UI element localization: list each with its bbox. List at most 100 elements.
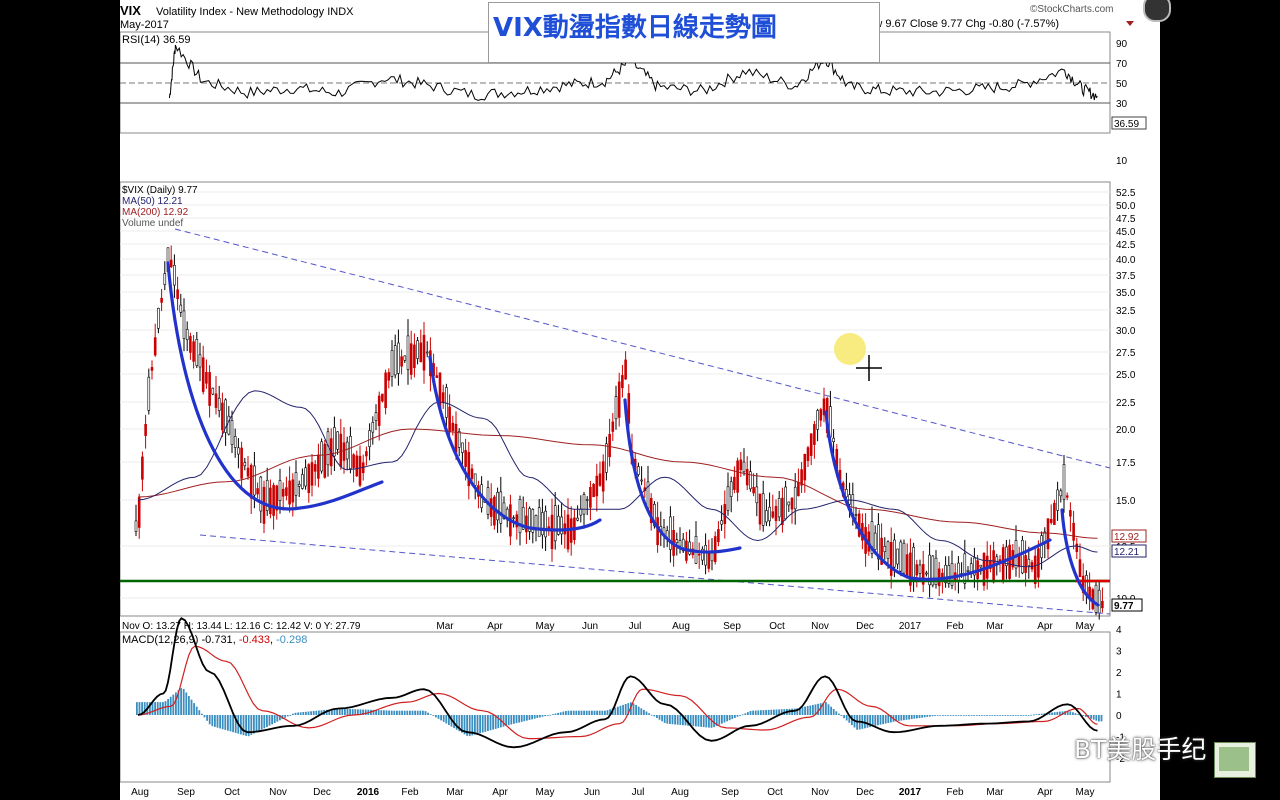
macd-histogram-bar (497, 715, 500, 729)
macd-histogram-bar (364, 709, 367, 715)
macd-histogram-bar (869, 715, 871, 728)
lower-trendline (199, 534, 1111, 615)
price-month-label: 2017 (899, 621, 922, 632)
macd-histogram-bar (136, 702, 138, 715)
price-candle-body (765, 510, 768, 523)
macd-histogram-bar (414, 710, 416, 715)
thumbnail-preview[interactable] (1214, 742, 1256, 778)
macd-histogram-bar (1074, 713, 1077, 715)
macd-histogram-bar (536, 715, 539, 718)
macd-histogram-bar (879, 715, 882, 725)
price-candle-body (409, 343, 413, 375)
drawn-trend-arc (1060, 508, 1100, 607)
price-candle-body (889, 541, 893, 576)
macd-histogram-bar (617, 706, 619, 715)
macd-label: MACD(12,26,9) -0.731, -0.433, -0.298 (122, 634, 307, 646)
price-candle-body (1021, 539, 1024, 574)
price-candle-body (611, 421, 615, 432)
price-candle-body (832, 437, 835, 443)
price-candle-body (323, 443, 327, 478)
price-candle-body (333, 427, 336, 457)
macd-histogram-bar (656, 715, 658, 718)
price-candle-body (381, 393, 384, 402)
price-candle-body (201, 357, 205, 392)
price-candle-body (979, 564, 983, 568)
macd-histogram-bar (546, 715, 549, 716)
dropdown-arrow-icon[interactable] (1126, 21, 1134, 26)
price-candle-body (470, 468, 474, 479)
macd-month-label: Aug (671, 787, 689, 798)
price-candle-body (416, 340, 419, 359)
price-candle-body (653, 503, 656, 527)
price-candle-body (448, 406, 451, 433)
upper-trendline (174, 228, 1111, 469)
price-candle-body (467, 452, 471, 487)
macd-histogram-bar (141, 702, 143, 715)
price-candle-body (918, 564, 922, 574)
macd-histogram-bar (1061, 711, 1064, 715)
macd-month-label: Nov (811, 787, 829, 798)
macd-histogram-bar (643, 709, 645, 715)
price-candle-body (288, 480, 291, 505)
price-candle-body (947, 565, 951, 584)
price-candle-body (595, 475, 599, 497)
macd-histogram-bar (775, 709, 778, 715)
macd-month-label: Sep (721, 787, 739, 798)
macd-histogram-bar (1095, 715, 1098, 721)
price-candle-body (278, 480, 282, 502)
macd-histogram-bar (754, 710, 757, 715)
price-tick-label: 40.0 (1116, 255, 1136, 266)
close-icon[interactable] (1143, 0, 1171, 22)
price-candle-body (473, 473, 477, 486)
price-tick-label: 30.0 (1116, 326, 1136, 337)
macd-histogram-bar (203, 715, 206, 718)
macd-histogram-bar (799, 707, 801, 715)
price-candle-body (544, 510, 547, 538)
price-candle-body (230, 420, 234, 445)
price-candle-body (240, 447, 243, 479)
macd-histogram-bar (234, 715, 237, 733)
price-tick-label: 45.0 (1116, 227, 1136, 238)
macd-histogram-bar (307, 711, 310, 715)
price-tick-label: 32.5 (1116, 306, 1136, 317)
macd-histogram-bar (689, 715, 692, 726)
macd-histogram-bar (245, 715, 247, 736)
macd-histogram-bar (606, 710, 609, 715)
macd-histogram-bar (479, 715, 481, 734)
price-candle-body (422, 334, 426, 371)
price-candle-body (221, 402, 224, 431)
macd-histogram-bar (1040, 713, 1043, 715)
macd-histogram-bar (744, 713, 747, 715)
macd-histogram-bar (346, 708, 349, 715)
macd-histogram-bar (695, 715, 697, 727)
macd-histogram-bar (765, 710, 767, 715)
macd-histogram-bar (962, 715, 965, 716)
price-candle-body (160, 297, 163, 303)
price-candle-body (553, 505, 557, 542)
price-candle-body (749, 471, 752, 490)
macd-histogram-bar (1035, 714, 1038, 715)
price-candle-body (637, 466, 640, 475)
price-candle-body (582, 494, 586, 515)
macd-tick-label: 0 (1116, 711, 1122, 722)
price-candle-body (784, 486, 787, 520)
macd-histogram-bar (221, 715, 224, 730)
macd-histogram-bar (895, 715, 897, 722)
price-tick-label: 20.0 (1116, 425, 1136, 436)
price-candle-body (816, 410, 819, 430)
macd-histogram-bar (1027, 715, 1030, 716)
price-month-label: Apr (1037, 621, 1053, 632)
cursor-highlight (834, 333, 866, 365)
price-candle-body (579, 508, 583, 516)
price-candle-body (627, 393, 631, 424)
macd-histogram-bar (344, 708, 346, 715)
macd-histogram-bar (666, 715, 669, 724)
macd-month-label: Dec (856, 787, 874, 798)
price-candle-body (141, 456, 144, 480)
price-candle-body (813, 424, 816, 445)
macd-month-label: Mar (986, 787, 1004, 798)
price-candle-body (307, 464, 311, 494)
price-candle-body (189, 336, 192, 353)
macd-histogram-bar (193, 703, 195, 715)
macd-histogram-bar (232, 715, 234, 733)
